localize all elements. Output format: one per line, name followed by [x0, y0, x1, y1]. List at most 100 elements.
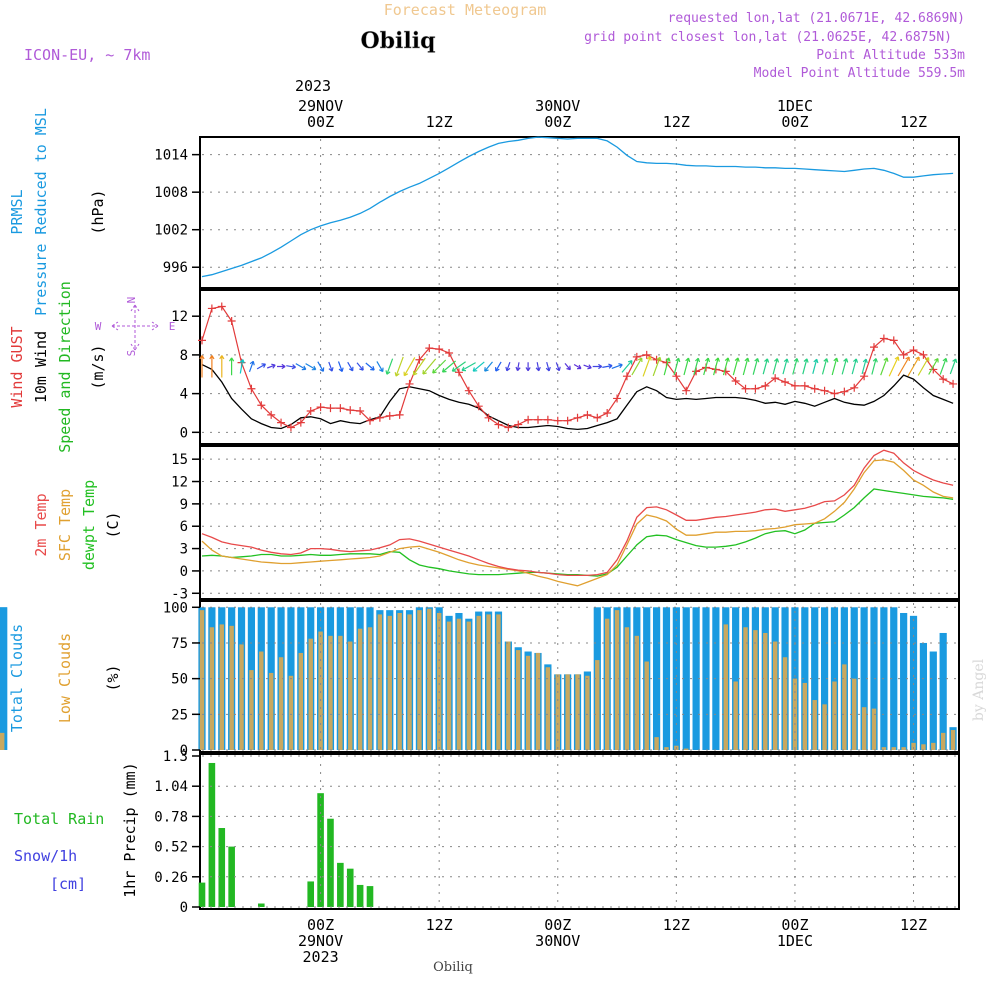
wind-direction-arrow-58 [772, 358, 780, 375]
low-cloud-bar-12 [318, 631, 323, 750]
wind-gust-marker-55 [741, 384, 750, 393]
wind-tick-label-0: 0 [180, 425, 188, 441]
wind-gust-marker-67 [860, 372, 869, 381]
low-cloud-bar-17 [367, 627, 373, 750]
wind-gust-marker-22 [415, 355, 424, 364]
wind-direction-arrow-5 [248, 360, 255, 373]
low-cloud-bar-33 [525, 655, 531, 750]
wind-direction-arrow-63 [821, 358, 829, 375]
wind-direction-arrow-27 [461, 362, 476, 372]
low-cloud-bar-64 [832, 681, 837, 750]
wind-direction-arrow-73 [917, 356, 930, 376]
precip-panel: 00.260.520.781.041.3 Total Rain Snow/1h … [14, 749, 960, 916]
wind-gust-marker-68 [870, 343, 878, 352]
wind-direction-arrow-6 [256, 363, 267, 370]
low-cloud-bar-72 [911, 742, 916, 750]
total-cloud-bar-72 [909, 615, 918, 750]
wind-panel: 0 4 8 12 Wind GUST 10m Wind Speed and Direc… [8, 281, 960, 453]
wind-gust-marker-15 [346, 406, 355, 415]
low-cloud-bar-18 [377, 614, 383, 750]
clouds-tick-label-1: 25 [171, 707, 188, 723]
wind-direction-arrow-62 [812, 358, 819, 374]
pressure-line [201, 136, 954, 278]
total-cloud-bar-62 [811, 607, 819, 750]
low-cloud-bar-1 [209, 627, 215, 750]
wind-gust-marker-37 [563, 416, 572, 425]
compass-south: S [125, 350, 138, 357]
wind-direction-arrow-16 [356, 362, 364, 371]
wind-gust-marker-58 [771, 374, 780, 383]
wind-gust-marker-9 [286, 423, 295, 432]
wind-direction-arrow-76 [949, 358, 958, 375]
low-cloud-bar-34 [535, 652, 541, 750]
wind-direction-arrow-4 [239, 359, 245, 374]
watermark: by Angel [971, 658, 987, 721]
wind-gust-marker-14 [336, 404, 345, 413]
low-cloud-bar-7 [268, 672, 274, 750]
temp-dewpoint-label: dewpt Temp [80, 480, 98, 570]
snow-unit: [cm] [50, 875, 86, 893]
pressure-grid [202, 139, 958, 286]
wind-tick-label-3: 12 [171, 309, 188, 325]
wind-direction-arrow-11 [305, 363, 317, 371]
wind-direction-arrow-31 [505, 361, 511, 372]
wind-direction-arrow-24 [432, 359, 447, 374]
clouds-tick-label-2: 50 [171, 672, 188, 688]
temperature-tick-label-3: 6 [180, 519, 188, 535]
top-axis-label-0-0: 29NOV [298, 97, 343, 115]
wind-gust-marker-5 [247, 384, 256, 393]
low-cloud-bar-58 [772, 641, 778, 750]
top-axis-label-2-0: 30NOV [535, 97, 580, 115]
pressure-tick-label-0: 996 [163, 260, 188, 276]
wind-direction-arrow-10 [295, 363, 307, 371]
wind-direction-arrow-61 [802, 358, 809, 375]
snow-label: Snow/1h [14, 847, 77, 865]
low-cloud-bar-38 [575, 674, 580, 750]
wind-gust-marker-17 [366, 416, 374, 425]
low-cloud-bar-11 [308, 638, 313, 750]
precip-tick-label-1: 0.26 [154, 870, 188, 886]
wind-gust-marker-48 [672, 372, 681, 381]
precip-tick-label-5: 1.3 [163, 749, 188, 765]
rain-bar-13 [327, 818, 334, 907]
wind-gust-marker-16 [356, 407, 365, 416]
rain-bar-14 [337, 862, 344, 907]
wind-gust-marker-70 [889, 336, 898, 345]
wind-gust-marker-62 [810, 384, 819, 393]
total-cloud-bar-78 [0, 607, 8, 750]
wind-gust-marker-75 [939, 375, 948, 384]
pressure-frame [199, 136, 960, 289]
wind-direction-arrow-42 [611, 363, 623, 369]
wind-direction-arrow-68 [871, 358, 878, 375]
precip-y-ticks: 0 0.26 0.52 0.78 1.04 1.3 [154, 749, 200, 916]
low-cloud-bar-23 [427, 608, 432, 750]
top-axis-label-0-1: 00Z [307, 113, 334, 131]
bottom-axis-label-4-0: 00Z [781, 916, 808, 934]
wind-10m-line [201, 364, 954, 431]
low-cloud-bar-68 [871, 708, 877, 750]
wind-direction-arrow-48 [673, 357, 681, 375]
wind-gust-marker-72 [909, 346, 918, 355]
low-cloud-bar-14 [338, 635, 343, 750]
grid-point-coordinates: grid point closest lon,lat (21.0625E, 42… [584, 30, 952, 45]
wind-direction-arrow-47 [663, 357, 671, 376]
wind-gust-label: Wind GUST [8, 326, 26, 407]
pressure-label-msl: Pressure Reduced to MSL [32, 108, 50, 316]
rain-bar-16 [356, 884, 364, 907]
wind-direction-arrow-70 [888, 356, 900, 377]
temp-2m-line [201, 449, 954, 577]
wind-direction-arrow-56 [752, 357, 760, 375]
wind-gust-marker-31 [504, 423, 513, 432]
wind-grid [202, 292, 958, 442]
wind-gust-marker-30 [494, 420, 503, 429]
low-cloud-bar-0 [199, 610, 205, 750]
wind-direction-arrow-23 [422, 358, 437, 375]
wind-gust-marker-40 [593, 413, 602, 422]
wind-direction-arrow-22 [412, 357, 426, 376]
compass-arrows [111, 304, 159, 351]
wind-direction-arrow-38 [573, 363, 582, 370]
low-cloud-bar-40 [595, 660, 600, 750]
wind-direction-arrow-13 [328, 361, 334, 372]
wind-plot [198, 302, 958, 432]
